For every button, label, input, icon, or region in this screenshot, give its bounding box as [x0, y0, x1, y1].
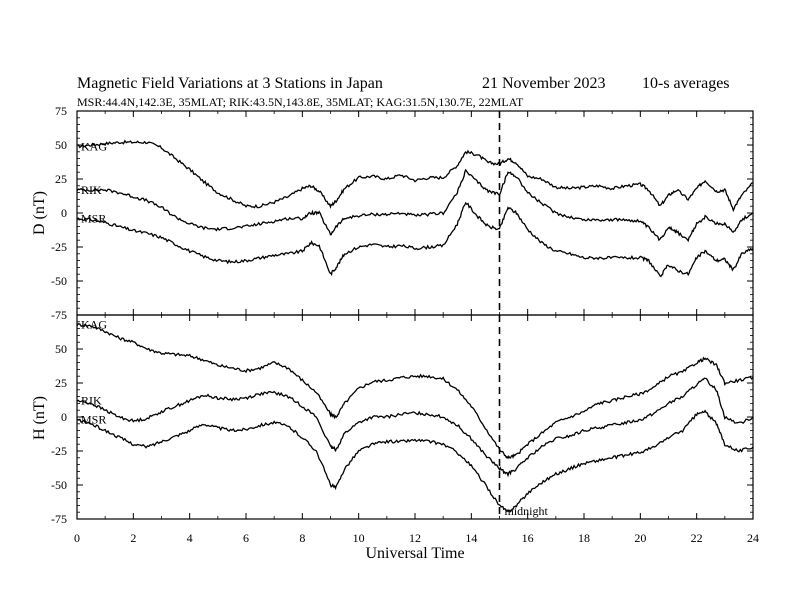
plot-area: 75 50 25 0 -25 -50 -75 KAG RIK MSR 50 25 0 -25 -50 -75 K…: [51, 104, 759, 545]
x-tick-label-5: 10: [353, 531, 365, 545]
series-line-1-rik: [76, 377, 754, 478]
y-tick-label-0-0: 75: [55, 104, 67, 118]
x-tick-label-11: 22: [691, 531, 703, 545]
x-tick-label-3: 6: [243, 531, 249, 545]
panel-frame-0: [76, 110, 754, 316]
x-tick-label-2: 4: [187, 531, 193, 545]
y-tick-label-1-6: -75: [51, 512, 67, 526]
series-line-1-kag: [76, 322, 754, 460]
y-axis-label-h: H (nT): [31, 396, 48, 440]
panel-frame-1: [76, 314, 754, 520]
y-tick-label-0-2: 25: [55, 172, 67, 186]
midnight-marker-label: midnight: [505, 504, 549, 518]
y-tick-label-1-1: 50: [55, 342, 67, 356]
y-axis-label-d: D (nT): [31, 191, 48, 235]
series-label-0-kag: KAG: [81, 139, 107, 153]
y-tick-label-0-4: -25: [51, 240, 67, 254]
series-line-0-msr: [76, 201, 754, 278]
y-tick-label-0-3: 0: [61, 206, 67, 220]
x-tick-label-1: 2: [130, 531, 136, 545]
x-tick-label-10: 20: [634, 531, 646, 545]
y-tick-label-1-2: 25: [55, 376, 67, 390]
series-label-1-kag: KAG: [81, 318, 107, 332]
chart-averaging: 10-s averages: [642, 75, 730, 92]
x-tick-label-7: 14: [465, 531, 477, 545]
chart-subtitle: MSR:44.4N,142.3E, 35MLAT; RIK:43.5N,143.…: [77, 95, 524, 109]
chart-date: 21 November 2023: [482, 75, 606, 92]
y-tick-label-1-3: 0: [61, 410, 67, 424]
series-label-0-msr: MSR: [81, 211, 106, 225]
x-tick-label-0: 0: [74, 531, 80, 545]
series-line-1-msr: [76, 409, 754, 513]
series-line-0-kag: [76, 139, 754, 213]
series-line-0-rik: [76, 168, 754, 243]
x-tick-label-4: 8: [299, 531, 305, 545]
y-tick-label-0-5: -50: [51, 274, 67, 288]
y-tick-label-0-6: -75: [51, 308, 67, 322]
series-label-0-rik: RIK: [81, 183, 102, 197]
x-tick-label-6: 12: [409, 531, 421, 545]
x-axis-label: Universal Time: [365, 545, 464, 562]
y-tick-label-1-5: -50: [51, 478, 67, 492]
series-label-1-rik: RIK: [81, 394, 102, 408]
x-tick-label-9: 18: [578, 531, 590, 545]
x-tick-label-12: 24: [747, 531, 759, 545]
y-tick-label-1-4: -25: [51, 444, 67, 458]
y-tick-label-0-1: 50: [55, 138, 67, 152]
series-label-1-msr: MSR: [81, 413, 106, 427]
x-tick-label-8: 16: [522, 531, 534, 545]
chart-title: Magnetic Field Variations at 3 Stations …: [77, 75, 383, 92]
